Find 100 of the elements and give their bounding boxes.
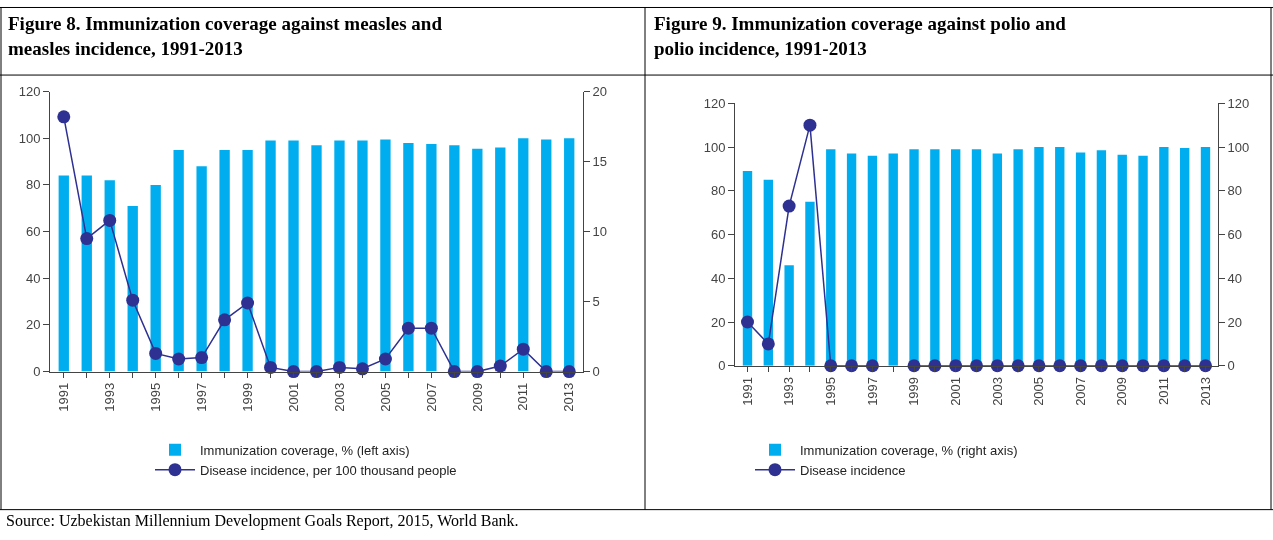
point — [741, 315, 754, 329]
point — [378, 352, 392, 366]
point — [493, 359, 507, 373]
x-tick-label: 1997 — [193, 382, 209, 412]
point — [1074, 359, 1088, 373]
point — [103, 213, 117, 227]
point — [241, 296, 255, 310]
x-tick-label: 1993 — [101, 382, 117, 412]
y-tick-label: 0 — [718, 358, 726, 374]
x-tick-label: 2003 — [989, 376, 1005, 406]
y-tick-label: 0 — [33, 364, 41, 380]
point — [990, 359, 1004, 373]
point — [401, 321, 415, 335]
bar — [150, 184, 161, 372]
bar — [219, 149, 230, 372]
point — [803, 118, 817, 132]
chart-title: Figure 9. Immunization coverage against polio and polio incidence, 1991-2013 — [654, 13, 1067, 59]
x-tick-label: 2007 — [423, 382, 439, 412]
source-note: Source: Uzbekistan Millennium Development Goals Report, 2015, World Bank. — [6, 512, 519, 530]
point — [845, 359, 859, 373]
bar — [173, 149, 184, 372]
bar — [104, 180, 115, 372]
y-tick-label: 60 — [710, 227, 726, 243]
bar — [888, 153, 898, 366]
point — [824, 359, 838, 373]
legend-label: Disease incidence, per 100 thousand people — [200, 462, 457, 478]
x-tick-label: 2001 — [947, 376, 963, 406]
y-tick-label: 20 — [710, 314, 726, 330]
point — [782, 199, 796, 213]
x-tick-label: 2009 — [1114, 376, 1130, 406]
x-tick-label: 2009 — [469, 382, 485, 412]
point — [949, 359, 963, 373]
bar — [805, 201, 815, 366]
y-tick-label: 40 — [25, 270, 41, 286]
x-tick-label: 2013 — [1197, 376, 1213, 406]
x-tick-label: 1995 — [822, 376, 838, 406]
point — [195, 351, 209, 365]
y-tick-label: 60 — [25, 224, 41, 240]
point — [57, 110, 71, 124]
x-tick-label: 2013 — [561, 382, 577, 412]
x-tick-label: 2011 — [515, 382, 531, 411]
x-tick-label: 1993 — [781, 376, 797, 406]
x-tick-label: 2005 — [377, 382, 393, 412]
legend-label: Immunization coverage, % (left axis) — [200, 442, 410, 458]
y2-tick-label: 20 — [592, 84, 608, 100]
bar — [242, 149, 253, 372]
legend-label: Immunization coverage, % (right axis) — [800, 442, 1018, 458]
y-tick-label: 80 — [710, 183, 726, 199]
x-tick-label: 2005 — [1031, 376, 1047, 406]
y-tick-label: 40 — [710, 270, 726, 286]
x-tick-label: 2001 — [285, 382, 301, 412]
x-tick-label: 1997 — [864, 376, 880, 406]
point — [516, 342, 530, 356]
point — [149, 346, 163, 360]
y-tick-label: 120 — [703, 95, 726, 111]
bar — [426, 144, 437, 372]
point — [424, 321, 438, 335]
y2-tick-label: 120 — [1227, 95, 1250, 111]
bar — [518, 138, 529, 372]
bar — [380, 139, 391, 372]
x-tick-label: 1991 — [56, 382, 71, 412]
x-tick-label: 2003 — [331, 382, 347, 412]
y2-tick-label: 0 — [1227, 358, 1235, 374]
point — [218, 313, 232, 327]
chart-title: Figure 8. Immunization coverage against measles and measles incidence, 1991-2013 — [8, 13, 443, 59]
x-tick-label: 2007 — [1072, 376, 1088, 406]
y2-tick-label: 15 — [592, 154, 608, 170]
y-tick-label: 100 — [703, 139, 726, 155]
x-tick-label: 1991 — [739, 376, 755, 406]
point — [1053, 359, 1067, 373]
point — [761, 337, 775, 351]
point — [1199, 359, 1213, 373]
y-tick-label: 80 — [25, 177, 41, 193]
bar — [403, 142, 414, 372]
y2-tick-label: 5 — [592, 294, 600, 310]
bar — [742, 171, 753, 366]
point — [1178, 359, 1192, 373]
point — [126, 293, 140, 307]
y-tick-label: 100 — [18, 130, 41, 146]
y2-tick-label: 100 — [1227, 139, 1250, 155]
point — [172, 352, 186, 366]
y2-tick-label: 80 — [1227, 183, 1243, 199]
bar — [784, 265, 794, 366]
y-tick-label: 20 — [25, 317, 41, 333]
y2-tick-label: 40 — [1227, 270, 1243, 286]
y2-tick-label: 0 — [592, 364, 600, 380]
x-tick-label: 1995 — [147, 382, 163, 412]
point — [970, 359, 983, 373]
point — [80, 232, 94, 246]
x-tick-label: 1999 — [906, 376, 922, 406]
x-tick-label: 2011 — [1156, 376, 1172, 405]
bar — [495, 147, 506, 372]
bar — [196, 166, 207, 372]
y-tick-label: 120 — [18, 84, 41, 100]
x-tick-label: 1999 — [239, 382, 255, 412]
bar — [58, 175, 69, 372]
y2-tick-label: 20 — [1227, 314, 1243, 330]
y2-tick-label: 10 — [592, 224, 608, 240]
y2-tick-label: 60 — [1227, 227, 1243, 243]
legend-label: Disease incidence — [800, 462, 906, 478]
